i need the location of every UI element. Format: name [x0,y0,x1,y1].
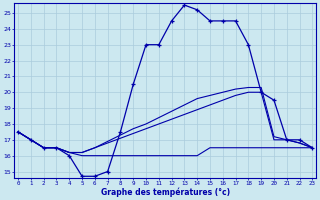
X-axis label: Graphe des températures (°c): Graphe des températures (°c) [101,187,230,197]
